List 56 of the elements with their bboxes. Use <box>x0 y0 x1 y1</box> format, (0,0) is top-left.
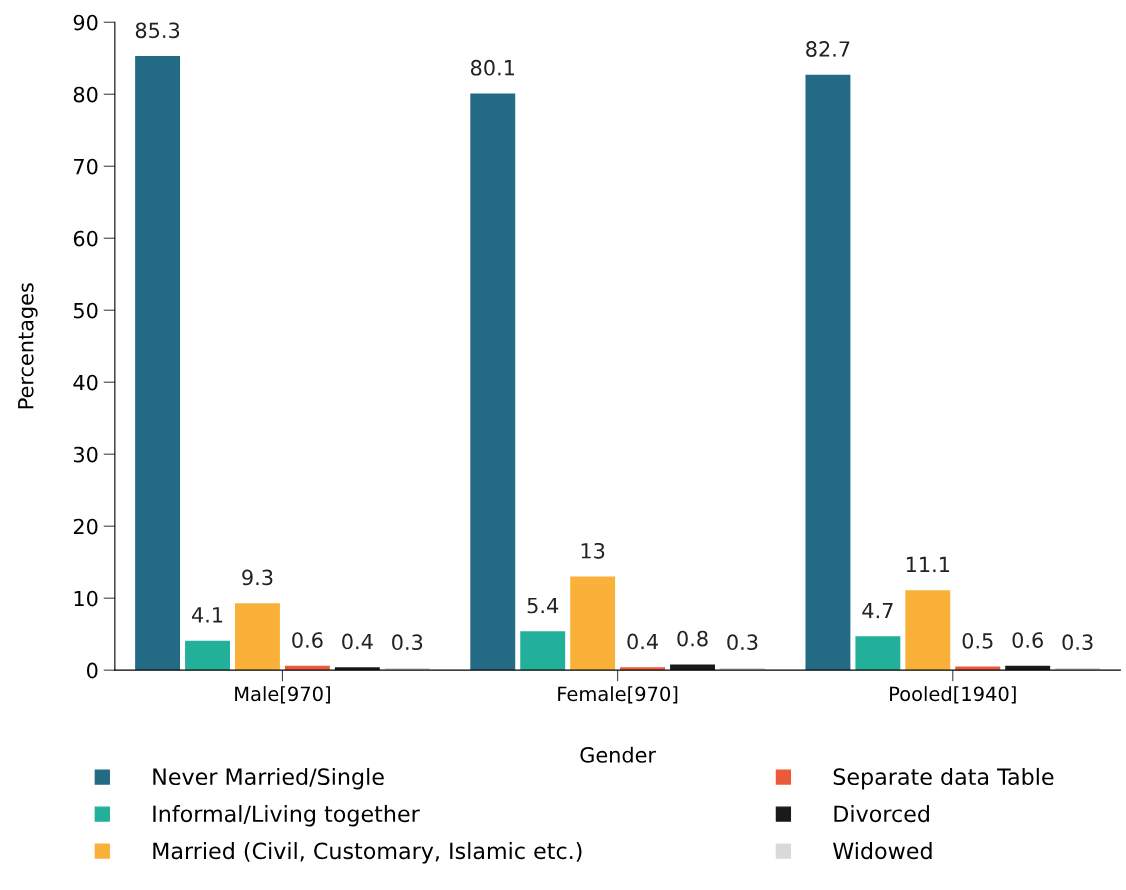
y-axis-title: Percentages <box>18 283 38 409</box>
legend-label: Widowed <box>833 842 932 860</box>
data-label: 0.6 <box>292 632 323 648</box>
bar <box>670 664 715 671</box>
bar <box>1055 668 1101 671</box>
bar <box>470 93 516 671</box>
data-label: 0.4 <box>342 633 373 650</box>
bar <box>284 665 330 671</box>
data-label: 80.1 <box>470 59 515 76</box>
data-label: 4.7 <box>862 602 893 619</box>
data-label: 82.7 <box>806 41 850 57</box>
bar <box>620 667 666 671</box>
bar <box>135 56 181 671</box>
data-label: 11.1 <box>906 556 950 573</box>
data-label: 9.3 <box>242 569 273 586</box>
y-tick-label: 60 <box>73 230 98 247</box>
x-axis-title: Gender <box>580 746 656 763</box>
data-label: 0.6 <box>1012 632 1043 648</box>
bar <box>1005 665 1051 671</box>
bar <box>334 667 380 671</box>
data-label: 13 <box>581 542 605 559</box>
y-tick-label: 90 <box>73 14 98 31</box>
y-tick-label: 80 <box>73 86 98 103</box>
bar <box>570 576 616 671</box>
data-label: 85.3 <box>135 22 180 39</box>
y-tick-label: 20 <box>73 518 98 535</box>
bar <box>805 74 851 671</box>
data-label: 0.3 <box>392 634 423 651</box>
bar <box>905 590 951 671</box>
data-label: 0.3 <box>1062 634 1093 651</box>
x-tick-label: Pooled[1940] <box>890 686 1016 704</box>
y-tick-label: 0 <box>87 662 98 679</box>
legend-label: Separate data Table <box>833 767 1054 790</box>
y-tick-label: 50 <box>73 302 98 319</box>
legend-label: Informal/Living together <box>153 804 420 827</box>
data-label: 0.3 <box>727 634 758 651</box>
legend-label: Never Married/Single <box>153 767 384 790</box>
legend-label: Divorced <box>834 804 929 823</box>
y-tick-label: 30 <box>73 446 98 463</box>
bar <box>520 631 566 671</box>
x-tick-label: Male[970] <box>235 686 330 704</box>
bar <box>384 668 430 671</box>
data-label: 5.4 <box>527 597 559 614</box>
legend-label: Married (Civil, Customary, Islamic etc.) <box>153 842 582 864</box>
data-label: 4.1 <box>191 607 223 623</box>
bar <box>720 668 765 671</box>
data-label: 0.5 <box>962 632 993 649</box>
x-tick-label: Female[970] <box>558 686 678 704</box>
bar <box>855 636 901 671</box>
y-tick-label: 40 <box>73 374 98 391</box>
bar <box>185 640 230 671</box>
data-label: 0.8 <box>677 630 708 647</box>
bar <box>235 603 280 671</box>
y-tick-label: 70 <box>74 158 98 175</box>
data-label: 0.4 <box>627 633 658 650</box>
y-tick-label: 10 <box>74 590 98 607</box>
